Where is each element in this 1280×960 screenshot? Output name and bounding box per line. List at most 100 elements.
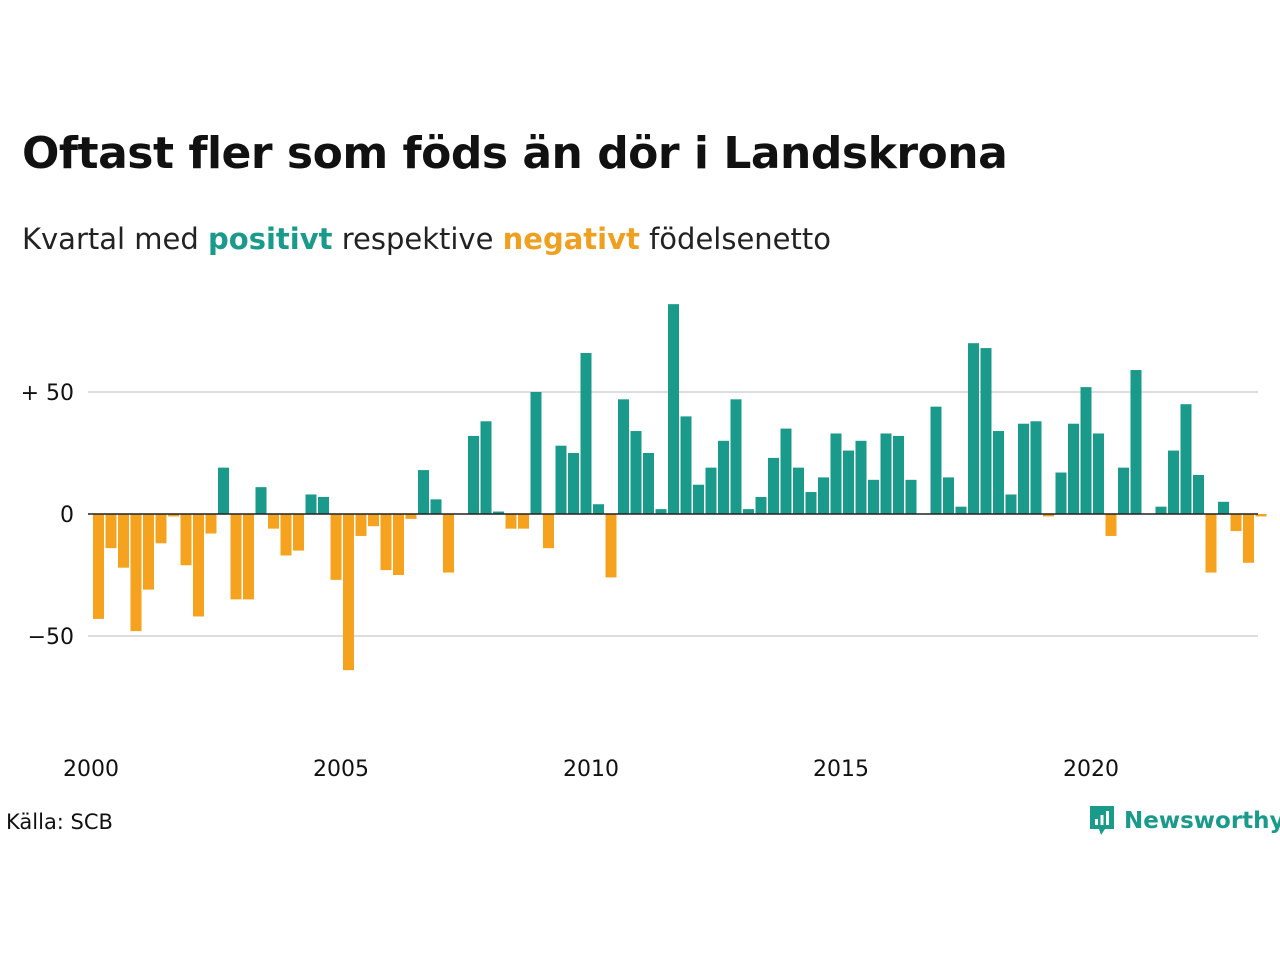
bar-positive (218, 467, 229, 514)
bar-positive (705, 467, 717, 514)
bar-positive (743, 509, 754, 514)
bar-positive (618, 399, 629, 514)
bar-negative (180, 514, 192, 566)
bar-negative (355, 514, 367, 536)
bar-positive (993, 431, 1004, 514)
bar-positive (555, 445, 567, 514)
bar-negative (1105, 514, 1117, 536)
bar-positive (255, 487, 267, 514)
bar-negative (505, 514, 517, 529)
bar-negative (330, 514, 342, 580)
bar-positive (568, 453, 579, 514)
bar-positive (805, 492, 817, 514)
subtitle-suffix: födelsenetto (639, 222, 831, 256)
bar-negative (1255, 514, 1267, 517)
bar-positive (855, 440, 867, 514)
chart-subtitle: Kvartal med positivt respektive negativt… (22, 222, 831, 256)
x-tick-label: 2010 (563, 757, 619, 782)
bar-positive (1068, 423, 1079, 514)
bar-positive (468, 435, 479, 514)
bar-negative (118, 514, 129, 568)
bar-negative (543, 514, 554, 549)
brand-name: Newsworthy (1124, 808, 1280, 834)
bar-positive (780, 428, 792, 514)
bar-positive (1168, 450, 1179, 514)
bar-negative (380, 514, 392, 571)
bar-negative (155, 514, 167, 544)
bar-positive (305, 494, 317, 514)
bar-negative (518, 514, 529, 529)
bar-positive (593, 504, 604, 514)
bar-negative (93, 514, 104, 619)
bar-positive (643, 453, 654, 514)
bar-positive (480, 421, 492, 514)
bar-negative (168, 514, 179, 517)
bar-negative (130, 514, 142, 632)
bar-positive (768, 457, 779, 514)
x-tick-label: 2020 (1063, 757, 1119, 782)
newsworthy-chart-icon (1090, 806, 1114, 835)
bar-negative (605, 514, 617, 578)
bar-positive (1005, 494, 1017, 514)
bar-negative (443, 514, 454, 573)
bar-positive (830, 433, 842, 514)
subtitle-positive: positivt (208, 222, 333, 256)
bar-positive (318, 496, 329, 514)
bar-positive (943, 477, 954, 514)
bar-negative (105, 514, 117, 549)
bar-positive (418, 470, 429, 514)
bar-positive (1155, 506, 1167, 514)
x-tick-label: 2000 (63, 757, 119, 782)
bar-positive (1055, 472, 1067, 514)
bar-positive (1193, 474, 1204, 514)
bar-negative (1230, 514, 1242, 532)
x-tick-label: 2015 (813, 757, 869, 782)
bar-positive (980, 348, 992, 514)
subtitle-prefix: Kvartal med (22, 222, 209, 256)
bar-positive (1130, 370, 1142, 514)
bar-negative (405, 514, 417, 519)
bar-positive (968, 343, 979, 514)
bar-negative (268, 514, 279, 529)
bar-positive (668, 304, 679, 514)
bar-negative (205, 514, 217, 534)
bar-positive (430, 499, 442, 514)
chart-title: Oftast fler som föds än dör i Landskrona (22, 128, 1008, 179)
bar-positive (755, 496, 767, 514)
bar-positive (1180, 404, 1192, 514)
bar-positive (868, 479, 879, 514)
bar-positive (818, 477, 829, 514)
bar-negative (343, 514, 354, 671)
bar-negative (1205, 514, 1217, 573)
bar-negative (1243, 514, 1254, 563)
brand-logo: Newsworthy (1088, 804, 1280, 838)
subtitle-negative: negativt (502, 222, 640, 256)
bar-negative (243, 514, 254, 600)
bar-positive (905, 479, 917, 514)
bar-negative (1043, 514, 1054, 517)
bar-positive (1118, 467, 1129, 514)
bar-positive (893, 435, 904, 514)
bar-positive (880, 433, 892, 514)
bar-positive (655, 509, 667, 514)
bar-positive (793, 467, 804, 514)
bar-positive (493, 511, 504, 514)
y-tick-label: + 50 (21, 381, 74, 406)
birth-surplus-chart: + 50 0 −50 2000 2005 2010 2015 2020 (21, 304, 1267, 782)
bar-positive (1030, 421, 1042, 514)
source-note: Källa: SCB (6, 810, 113, 834)
bar-positive (930, 406, 942, 514)
bar-positive (1218, 501, 1229, 514)
subtitle-middle: respektive (332, 222, 503, 256)
y-tick-label: 0 (60, 503, 74, 528)
bar-negative (393, 514, 404, 575)
bar-negative (368, 514, 379, 527)
bar-positive (1080, 387, 1092, 514)
y-tick-label: −50 (28, 625, 74, 650)
bar-positive (955, 506, 967, 514)
bar-positive (1018, 423, 1029, 514)
bar-positive (718, 440, 729, 514)
bar-positive (580, 352, 592, 514)
bar-positive (530, 392, 542, 514)
bar-negative (293, 514, 304, 551)
